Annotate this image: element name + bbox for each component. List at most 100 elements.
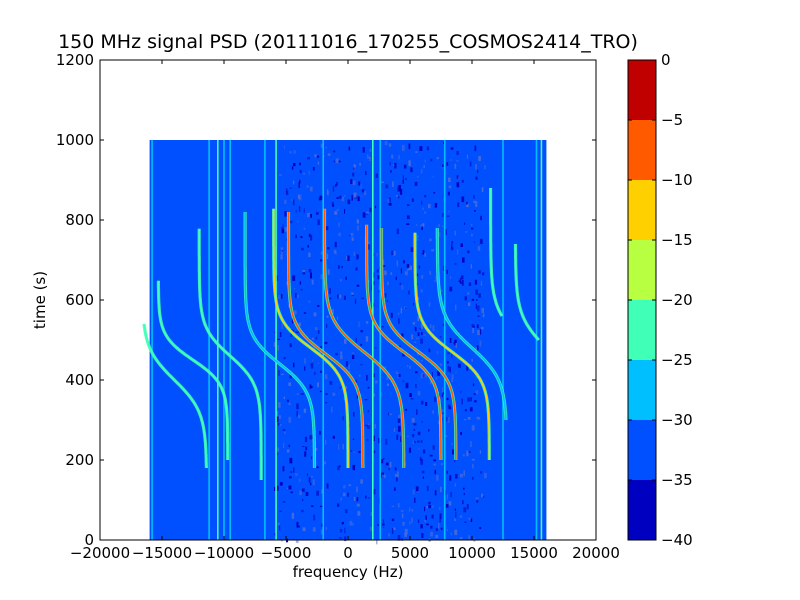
noise-speck (459, 473, 463, 478)
noise-speck (425, 402, 428, 406)
noise-speck (399, 282, 402, 285)
noise-speck (325, 226, 329, 231)
noise-speck (325, 146, 327, 149)
noise-speck (326, 483, 329, 489)
noise-speck (381, 181, 384, 184)
noise-speck (460, 391, 462, 393)
noise-speck (424, 195, 427, 198)
noise-speck (303, 312, 307, 314)
noise-speck (454, 529, 458, 535)
noise-speck (355, 337, 357, 343)
noise-speck (421, 226, 423, 230)
noise-speck (320, 259, 323, 262)
noise-speck (304, 436, 308, 443)
noise-speck (348, 364, 350, 370)
noise-speck (375, 380, 378, 384)
noise-speck (336, 197, 339, 199)
noise-speck (472, 463, 474, 469)
noise-speck (349, 235, 351, 237)
noise-speck (320, 143, 324, 148)
noise-speck (279, 510, 282, 512)
noise-speck (385, 438, 388, 445)
noise-speck (351, 294, 354, 296)
noise-speck (350, 232, 354, 237)
noise-speck (407, 365, 409, 368)
noise-speck (293, 150, 296, 154)
noise-speck (298, 182, 300, 188)
noise-speck (479, 329, 482, 335)
noise-speck (450, 147, 454, 150)
noise-speck (478, 293, 481, 298)
y-tick-label: 400 (65, 371, 94, 389)
doppler-tracks (142, 188, 541, 480)
noise-speck (446, 269, 448, 274)
noise-speck (475, 176, 478, 180)
noise-speck (469, 161, 472, 167)
noise-speck (436, 475, 439, 481)
noise-speck (462, 257, 465, 263)
noise-speck (467, 250, 470, 254)
noise-speck (399, 189, 403, 195)
noise-speck (323, 155, 325, 157)
noise-speck (367, 410, 369, 413)
noise-speck (429, 238, 432, 242)
noise-speck (396, 260, 399, 267)
noise-speck (378, 285, 380, 291)
noise-speck (432, 176, 434, 178)
doppler-track (198, 228, 262, 480)
noise-speck (446, 470, 448, 474)
noise-speck (470, 224, 473, 226)
colorbar-ticks: 0 −5 −10 −15 −20 −25 −30 −35 −40 (628, 51, 693, 549)
noise-speck (474, 210, 476, 212)
noise-speck (401, 285, 404, 290)
noise-speck (426, 485, 429, 492)
noise-speck (358, 181, 361, 186)
noise-speck (331, 202, 334, 205)
noise-speck (367, 386, 370, 389)
noise-speck (384, 293, 387, 298)
noise-speck (308, 269, 312, 273)
noise-speck (454, 458, 456, 463)
colorbar-segment (628, 300, 656, 360)
noise-speck (303, 227, 306, 230)
noise-speck (319, 347, 322, 349)
noise-speck (318, 197, 322, 201)
noise-speck (416, 176, 419, 178)
noise-speck (282, 501, 286, 503)
colorbar-tick-label: 0 (661, 51, 671, 69)
noise-speck (419, 456, 422, 461)
doppler-track (143, 323, 208, 468)
noise-speck (320, 274, 323, 280)
noise-speck (319, 430, 321, 435)
noise-speck (310, 362, 314, 369)
noise-speck (476, 324, 479, 329)
noise-speck (454, 230, 456, 236)
noise-speck (386, 375, 389, 380)
noise-speck (414, 441, 416, 444)
noise-speck (376, 539, 378, 545)
noise-speck (393, 428, 396, 432)
noise-speck (449, 286, 453, 292)
noise-speck (296, 403, 299, 410)
noise-speck (447, 352, 450, 354)
noise-speck (395, 371, 398, 374)
noise-speck (404, 271, 408, 276)
noise-speck (417, 391, 421, 396)
noise-speck (408, 290, 410, 295)
noise-speck (304, 451, 307, 457)
noise-speck (397, 503, 400, 508)
noise-speck (337, 316, 339, 320)
noise-speck (459, 537, 463, 540)
noise-speck (402, 179, 404, 184)
noise-speck (473, 195, 475, 199)
noise-speck (359, 162, 361, 166)
noise-speck (354, 298, 357, 304)
noise-speck (352, 438, 355, 441)
doppler-track (414, 232, 491, 460)
x-axis: −20000 −15000 −10000 −5000 0 5000 10000 15000 20… (70, 60, 620, 562)
y-tick-label: 1000 (56, 131, 94, 149)
y-axis-label: time (s) (31, 271, 49, 329)
noise-speck (400, 268, 402, 274)
noise-speck (345, 386, 348, 389)
noise-speck (317, 219, 320, 226)
